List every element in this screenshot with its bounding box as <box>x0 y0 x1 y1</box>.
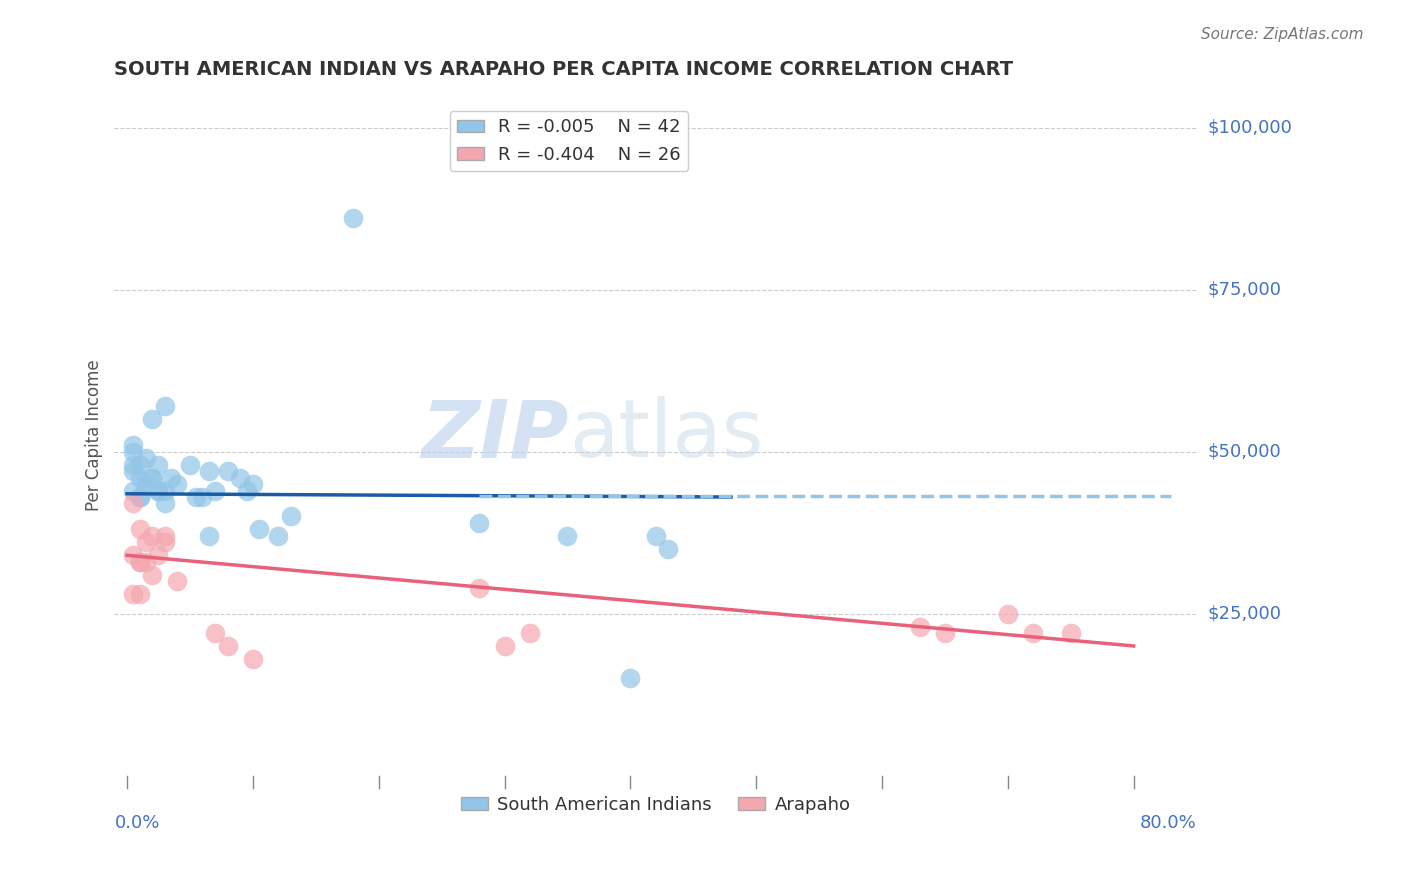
Text: atlas: atlas <box>569 396 763 475</box>
Point <box>141 567 163 582</box>
Point <box>128 555 150 569</box>
Point <box>619 671 641 685</box>
Point <box>191 490 214 504</box>
Text: SOUTH AMERICAN INDIAN VS ARAPAHO PER CAPITA INCOME CORRELATION CHART: SOUTH AMERICAN INDIAN VS ARAPAHO PER CAP… <box>114 60 1014 78</box>
Y-axis label: Per Capita Income: Per Capita Income <box>86 359 103 511</box>
Point <box>122 587 145 601</box>
Point <box>1022 626 1045 640</box>
Point <box>141 412 163 426</box>
Point <box>122 496 145 510</box>
Point <box>148 483 170 498</box>
Point <box>122 458 145 472</box>
Point <box>1060 626 1083 640</box>
Point <box>148 549 170 563</box>
Text: ZIP: ZIP <box>422 396 569 475</box>
Point <box>204 483 226 498</box>
Point <box>267 529 290 543</box>
Point <box>166 477 188 491</box>
Point <box>217 464 239 478</box>
Point <box>128 490 150 504</box>
Point <box>235 483 257 498</box>
Point <box>153 483 176 498</box>
Point <box>153 400 176 414</box>
Point <box>153 496 176 510</box>
Point <box>242 652 264 666</box>
Point <box>128 470 150 484</box>
Point <box>197 464 219 478</box>
Point <box>135 477 157 491</box>
Point <box>997 607 1019 621</box>
Point <box>179 458 201 472</box>
Legend: South American Indians, Arapaho: South American Indians, Arapaho <box>453 789 858 821</box>
Point <box>186 490 208 504</box>
Point <box>908 619 931 633</box>
Point <box>135 535 157 549</box>
Point <box>494 639 516 653</box>
Point <box>148 458 170 472</box>
Text: $25,000: $25,000 <box>1208 605 1282 623</box>
Point <box>153 529 176 543</box>
Point <box>135 555 157 569</box>
Text: 80.0%: 80.0% <box>1140 814 1197 832</box>
Point <box>128 555 150 569</box>
Point <box>122 464 145 478</box>
Point <box>128 522 150 536</box>
Point <box>135 451 157 466</box>
Point <box>934 626 956 640</box>
Point <box>166 574 188 589</box>
Text: $50,000: $50,000 <box>1208 442 1281 460</box>
Point <box>657 541 679 556</box>
Point <box>128 458 150 472</box>
Point <box>148 483 170 498</box>
Text: $100,000: $100,000 <box>1208 119 1292 136</box>
Point <box>519 626 541 640</box>
Point <box>557 529 579 543</box>
Point <box>197 529 219 543</box>
Point <box>122 438 145 452</box>
Point <box>160 470 183 484</box>
Point <box>141 529 163 543</box>
Point <box>242 477 264 491</box>
Point <box>122 483 145 498</box>
Point <box>153 535 176 549</box>
Point <box>141 470 163 484</box>
Point <box>468 581 491 595</box>
Point <box>280 509 302 524</box>
Point <box>141 470 163 484</box>
Text: $75,000: $75,000 <box>1208 281 1282 299</box>
Point <box>128 490 150 504</box>
Text: 0.0%: 0.0% <box>114 814 160 832</box>
Point <box>128 587 150 601</box>
Text: Source: ZipAtlas.com: Source: ZipAtlas.com <box>1201 27 1364 42</box>
Point <box>122 444 145 458</box>
Point <box>122 549 145 563</box>
Point <box>204 626 226 640</box>
Point <box>644 529 666 543</box>
Point <box>342 211 364 226</box>
Point <box>468 516 491 530</box>
Point <box>247 522 270 536</box>
Point <box>135 477 157 491</box>
Point <box>229 470 252 484</box>
Point <box>217 639 239 653</box>
